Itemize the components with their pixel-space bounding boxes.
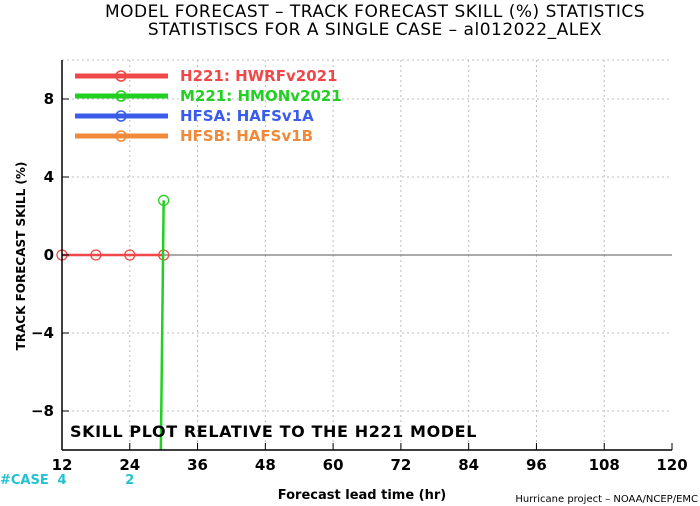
annotation: SKILL PLOT RELATIVE TO THE H221 MODEL <box>70 422 477 441</box>
series-1-point-3 <box>124 249 136 261</box>
x-tick-label-12: 12 <box>52 456 73 474</box>
series-1-point-2 <box>90 249 102 261</box>
chart-title: MODEL FORECAST – TRACK FORECAST SKILL (%… <box>105 2 645 22</box>
legend-marker-3 <box>115 110 127 122</box>
legend-marker-4 <box>115 130 127 142</box>
y-tick-label-8: 8 <box>44 90 54 108</box>
legend-entry-2: M221: HMONv2021 <box>180 87 342 105</box>
x-tick-label-84: 84 <box>458 456 479 474</box>
y-axis-label: TRACK FORECAST SKILL (%) <box>14 162 28 351</box>
legend-entry-1: H221: HWRFv2021 <box>180 67 338 85</box>
y-tick-label-4: 4 <box>44 168 54 186</box>
x-tick-label-24: 24 <box>119 456 140 474</box>
x-tick-label-96: 96 <box>526 456 547 474</box>
x-tick-label-60: 60 <box>323 456 344 474</box>
y-tick-label-0: 0 <box>44 246 54 264</box>
x-tick-labels: 12 24 36 48 60 72 84 96 108 120 <box>52 456 688 474</box>
x-tick-label-48: 48 <box>255 456 276 474</box>
legend-entry-3: HFSA: HAFSv1A <box>180 107 314 125</box>
chart-subtitle: STATISTISCS FOR A SINGLE CASE – al012022… <box>148 20 602 40</box>
x-tick-label-72: 72 <box>390 456 411 474</box>
x-axis-label: Forecast lead time (hr) <box>278 488 446 503</box>
legend-marker-1 <box>115 70 127 82</box>
x-tick-label-108: 108 <box>589 456 620 474</box>
case-label: #CASE <box>0 473 49 488</box>
series-line-2 <box>159 200 165 451</box>
legend: H221: HWRFv2021 M221: HMONv2021 HFSA: HAFS… <box>75 67 342 145</box>
series-2-point-2 <box>158 194 170 207</box>
case-count-1: 4 <box>57 473 66 488</box>
credit: Hurricane project – NOAA/NCEP/EMC <box>515 494 698 505</box>
y-tick-label--4: −4 <box>31 324 54 342</box>
axes <box>61 60 673 451</box>
case-count-2: 2 <box>125 473 134 488</box>
series-group <box>56 194 170 451</box>
legend-entry-4: HFSB: HAFSv1B <box>180 127 313 145</box>
legend-marker-2 <box>115 90 127 102</box>
y-tick-label--8: −8 <box>31 402 54 420</box>
y-tick-labels: −8 −4 0 4 8 <box>31 90 54 420</box>
x-tick-label-120: 120 <box>656 456 687 474</box>
x-tick-label-36: 36 <box>187 456 208 474</box>
